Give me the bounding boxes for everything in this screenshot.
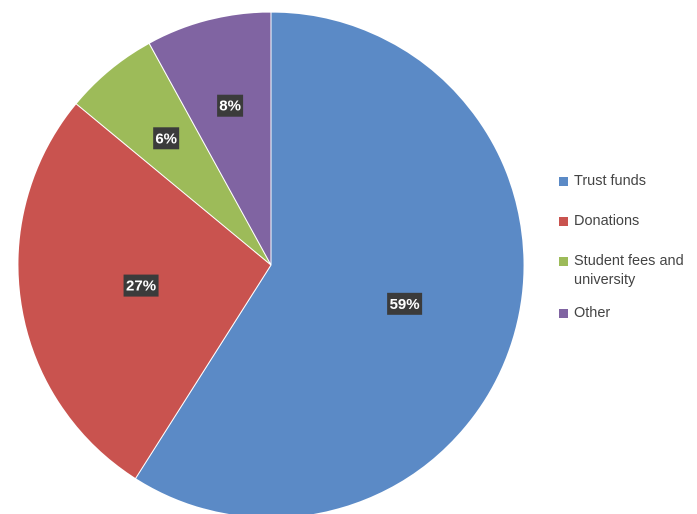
data-label-text-donations: 27% xyxy=(126,278,156,295)
pie-slice-other xyxy=(148,11,272,266)
legend-label-trust-funds: Trust funds xyxy=(574,173,646,189)
pie-slices xyxy=(17,11,525,514)
data-label-box-donations xyxy=(123,274,159,297)
legend-swatch-trust-funds xyxy=(559,177,568,186)
legend-label-other: Other xyxy=(574,305,611,321)
legend-label-donations: Donations xyxy=(574,213,640,229)
pie-slice-trust-funds xyxy=(134,11,525,514)
data-label-other: 8% xyxy=(217,94,244,117)
data-label-box-trust-funds xyxy=(387,292,423,315)
data-label-text-student-fees: 6% xyxy=(155,130,177,147)
legend-swatch-student-fees xyxy=(559,257,568,266)
data-label-box-student-fees xyxy=(153,127,180,150)
data-label-donations: 27% xyxy=(123,274,159,297)
legend-item-trust-funds: Trust funds xyxy=(559,172,694,191)
legend-item-other: Other xyxy=(559,304,694,323)
legend-label-student-fees: Student fees and university xyxy=(574,253,684,288)
data-label-trust-funds: 59% xyxy=(387,292,423,315)
legend-swatch-other xyxy=(559,309,568,318)
data-label-text-other: 8% xyxy=(219,98,241,115)
pie-data-labels: 59% 27% 6% 8% xyxy=(123,94,423,315)
legend-item-student-fees: Student fees and university xyxy=(559,252,694,290)
data-label-text-trust-funds: 59% xyxy=(390,296,420,313)
legend-swatch-donations xyxy=(559,217,568,226)
data-label-student-fees: 6% xyxy=(153,127,180,150)
data-label-box-other xyxy=(217,94,244,117)
chart-legend: Trust funds Donations Student fees and u… xyxy=(559,172,694,344)
legend-item-donations: Donations xyxy=(559,212,694,231)
